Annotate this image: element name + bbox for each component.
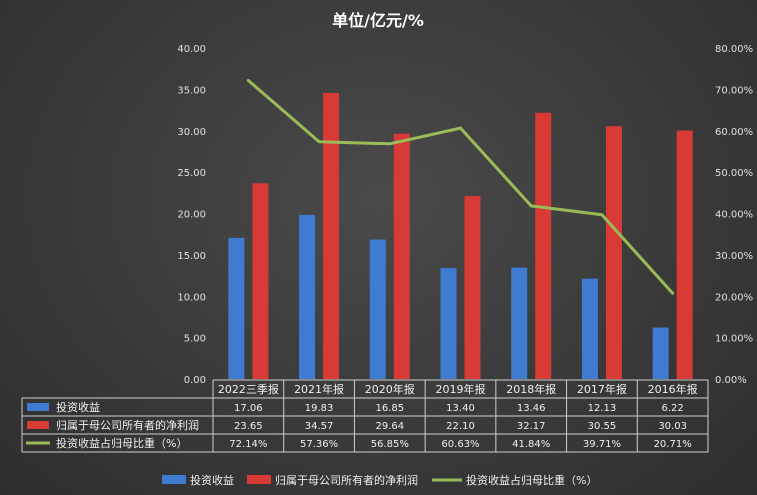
bar-investment-income	[581, 278, 598, 379]
line-point	[246, 79, 250, 83]
left-axis-tick-label: 40.00	[177, 44, 206, 55]
x-axis-category-label: 2018年报	[506, 382, 556, 396]
bar-investment-income	[511, 267, 528, 379]
right-axis-tick-label: 50.00%	[715, 168, 753, 179]
line-point	[388, 142, 392, 146]
x-axis-category-label: 2021年报	[294, 382, 344, 396]
legend-label: 投资收益占归母比重（%）	[466, 473, 597, 487]
table-cell: 41.84%	[512, 439, 550, 450]
table-cell: 13.46	[517, 403, 546, 414]
bar-net-profit	[464, 196, 481, 379]
bar-investment-income	[228, 237, 245, 379]
bar-investment-income	[369, 239, 386, 379]
table-row-label: 投资收益占归母比重（%）	[56, 436, 187, 450]
bar-net-profit	[535, 112, 552, 380]
right-axis-tick-label: 10.00%	[715, 334, 753, 345]
left-axis-tick-label: 20.00	[177, 210, 206, 221]
x-axis-category-label: 2016年报	[648, 382, 698, 396]
bar-net-profit	[605, 126, 622, 379]
x-axis-category-label: 2022三季报	[218, 382, 279, 396]
right-axis-tick-label: 0.00%	[715, 375, 747, 386]
table-cell: 57.36%	[300, 439, 338, 450]
bar-investment-income	[299, 214, 316, 379]
table-row-label: 归属于母公司所有者的净利润	[56, 418, 199, 432]
left-axis-tick-label: 0.00	[184, 375, 206, 386]
table-cell: 72.14%	[229, 439, 267, 450]
bars-layer	[228, 92, 693, 380]
axes-layer: 0.00 5.00 10.00 15.00 20.00 25.00 30.00 35.00 40…	[177, 44, 753, 386]
left-axis-tick-label: 30.00	[177, 127, 206, 138]
table-cell: 19.83	[305, 403, 334, 414]
line-layer	[246, 79, 675, 295]
legend-label: 归属于母公司所有者的净利润	[275, 473, 418, 487]
bar-investment-income	[440, 268, 457, 379]
line-point	[600, 213, 604, 217]
data-table: 2022三季报 2021年报 2020年报 2019年报 2018年报 2017年报 201…	[21, 379, 709, 453]
bar-net-profit	[252, 183, 269, 379]
line-point	[317, 140, 321, 144]
line-point	[459, 126, 462, 130]
table-cell: 12.13	[588, 403, 617, 414]
x-axis-category-label: 2020年报	[365, 382, 415, 396]
table-cell: 23.65	[234, 421, 263, 432]
table-legend-key	[27, 403, 49, 411]
line-point	[671, 291, 675, 295]
right-axis-tick-label: 20.00%	[715, 292, 753, 303]
x-axis-category-label: 2019年报	[436, 382, 486, 396]
right-axis-tick-label: 80.00%	[715, 44, 753, 55]
left-axis-tick-label: 10.00	[177, 292, 206, 303]
legend: 投资收益 归属于母公司所有者的净利润 投资收益占归母比重（%）	[162, 473, 597, 487]
table-cell: 22.10	[446, 421, 475, 432]
table-cell: 32.17	[517, 421, 546, 432]
bar-net-profit	[676, 130, 693, 379]
legend-label: 投资收益	[190, 473, 234, 487]
table-cell: 29.64	[375, 421, 404, 432]
legend-swatch	[162, 475, 186, 484]
left-axis-tick-label: 25.00	[177, 168, 206, 179]
bar-net-profit	[393, 133, 410, 379]
left-axis-tick-label: 35.00	[177, 85, 206, 96]
table-cell: 20.71%	[654, 439, 692, 450]
table-cell: 30.55	[588, 421, 617, 432]
right-axis-tick-label: 70.00%	[715, 85, 753, 96]
bar-investment-income	[652, 327, 669, 379]
chart-title: 单位/亿元/%	[332, 11, 424, 30]
left-axis-tick-label: 5.00	[184, 334, 206, 345]
table-cell: 39.71%	[583, 439, 621, 450]
table-cell: 30.03	[658, 421, 687, 432]
legend-swatch	[247, 475, 271, 484]
table-cell: 34.57	[305, 421, 334, 432]
right-axis-tick-label: 30.00%	[715, 251, 753, 262]
table-cell: 16.85	[375, 403, 404, 414]
line-point	[529, 204, 533, 208]
right-axis-tick-label: 40.00%	[715, 210, 753, 221]
x-axis-category-label: 2017年报	[577, 382, 627, 396]
table-cell: 56.85%	[371, 439, 409, 450]
table-cell: 60.63%	[441, 439, 479, 450]
table-row-label: 投资收益	[56, 400, 100, 414]
table-cell: 17.06	[234, 403, 263, 414]
table-legend-key	[27, 421, 49, 429]
table-cell: 13.40	[446, 403, 475, 414]
right-axis-tick-label: 60.00%	[715, 127, 753, 138]
left-axis-tick-label: 15.00	[177, 251, 206, 262]
table-cell: 6.22	[662, 403, 684, 414]
bar-net-profit	[323, 92, 340, 379]
